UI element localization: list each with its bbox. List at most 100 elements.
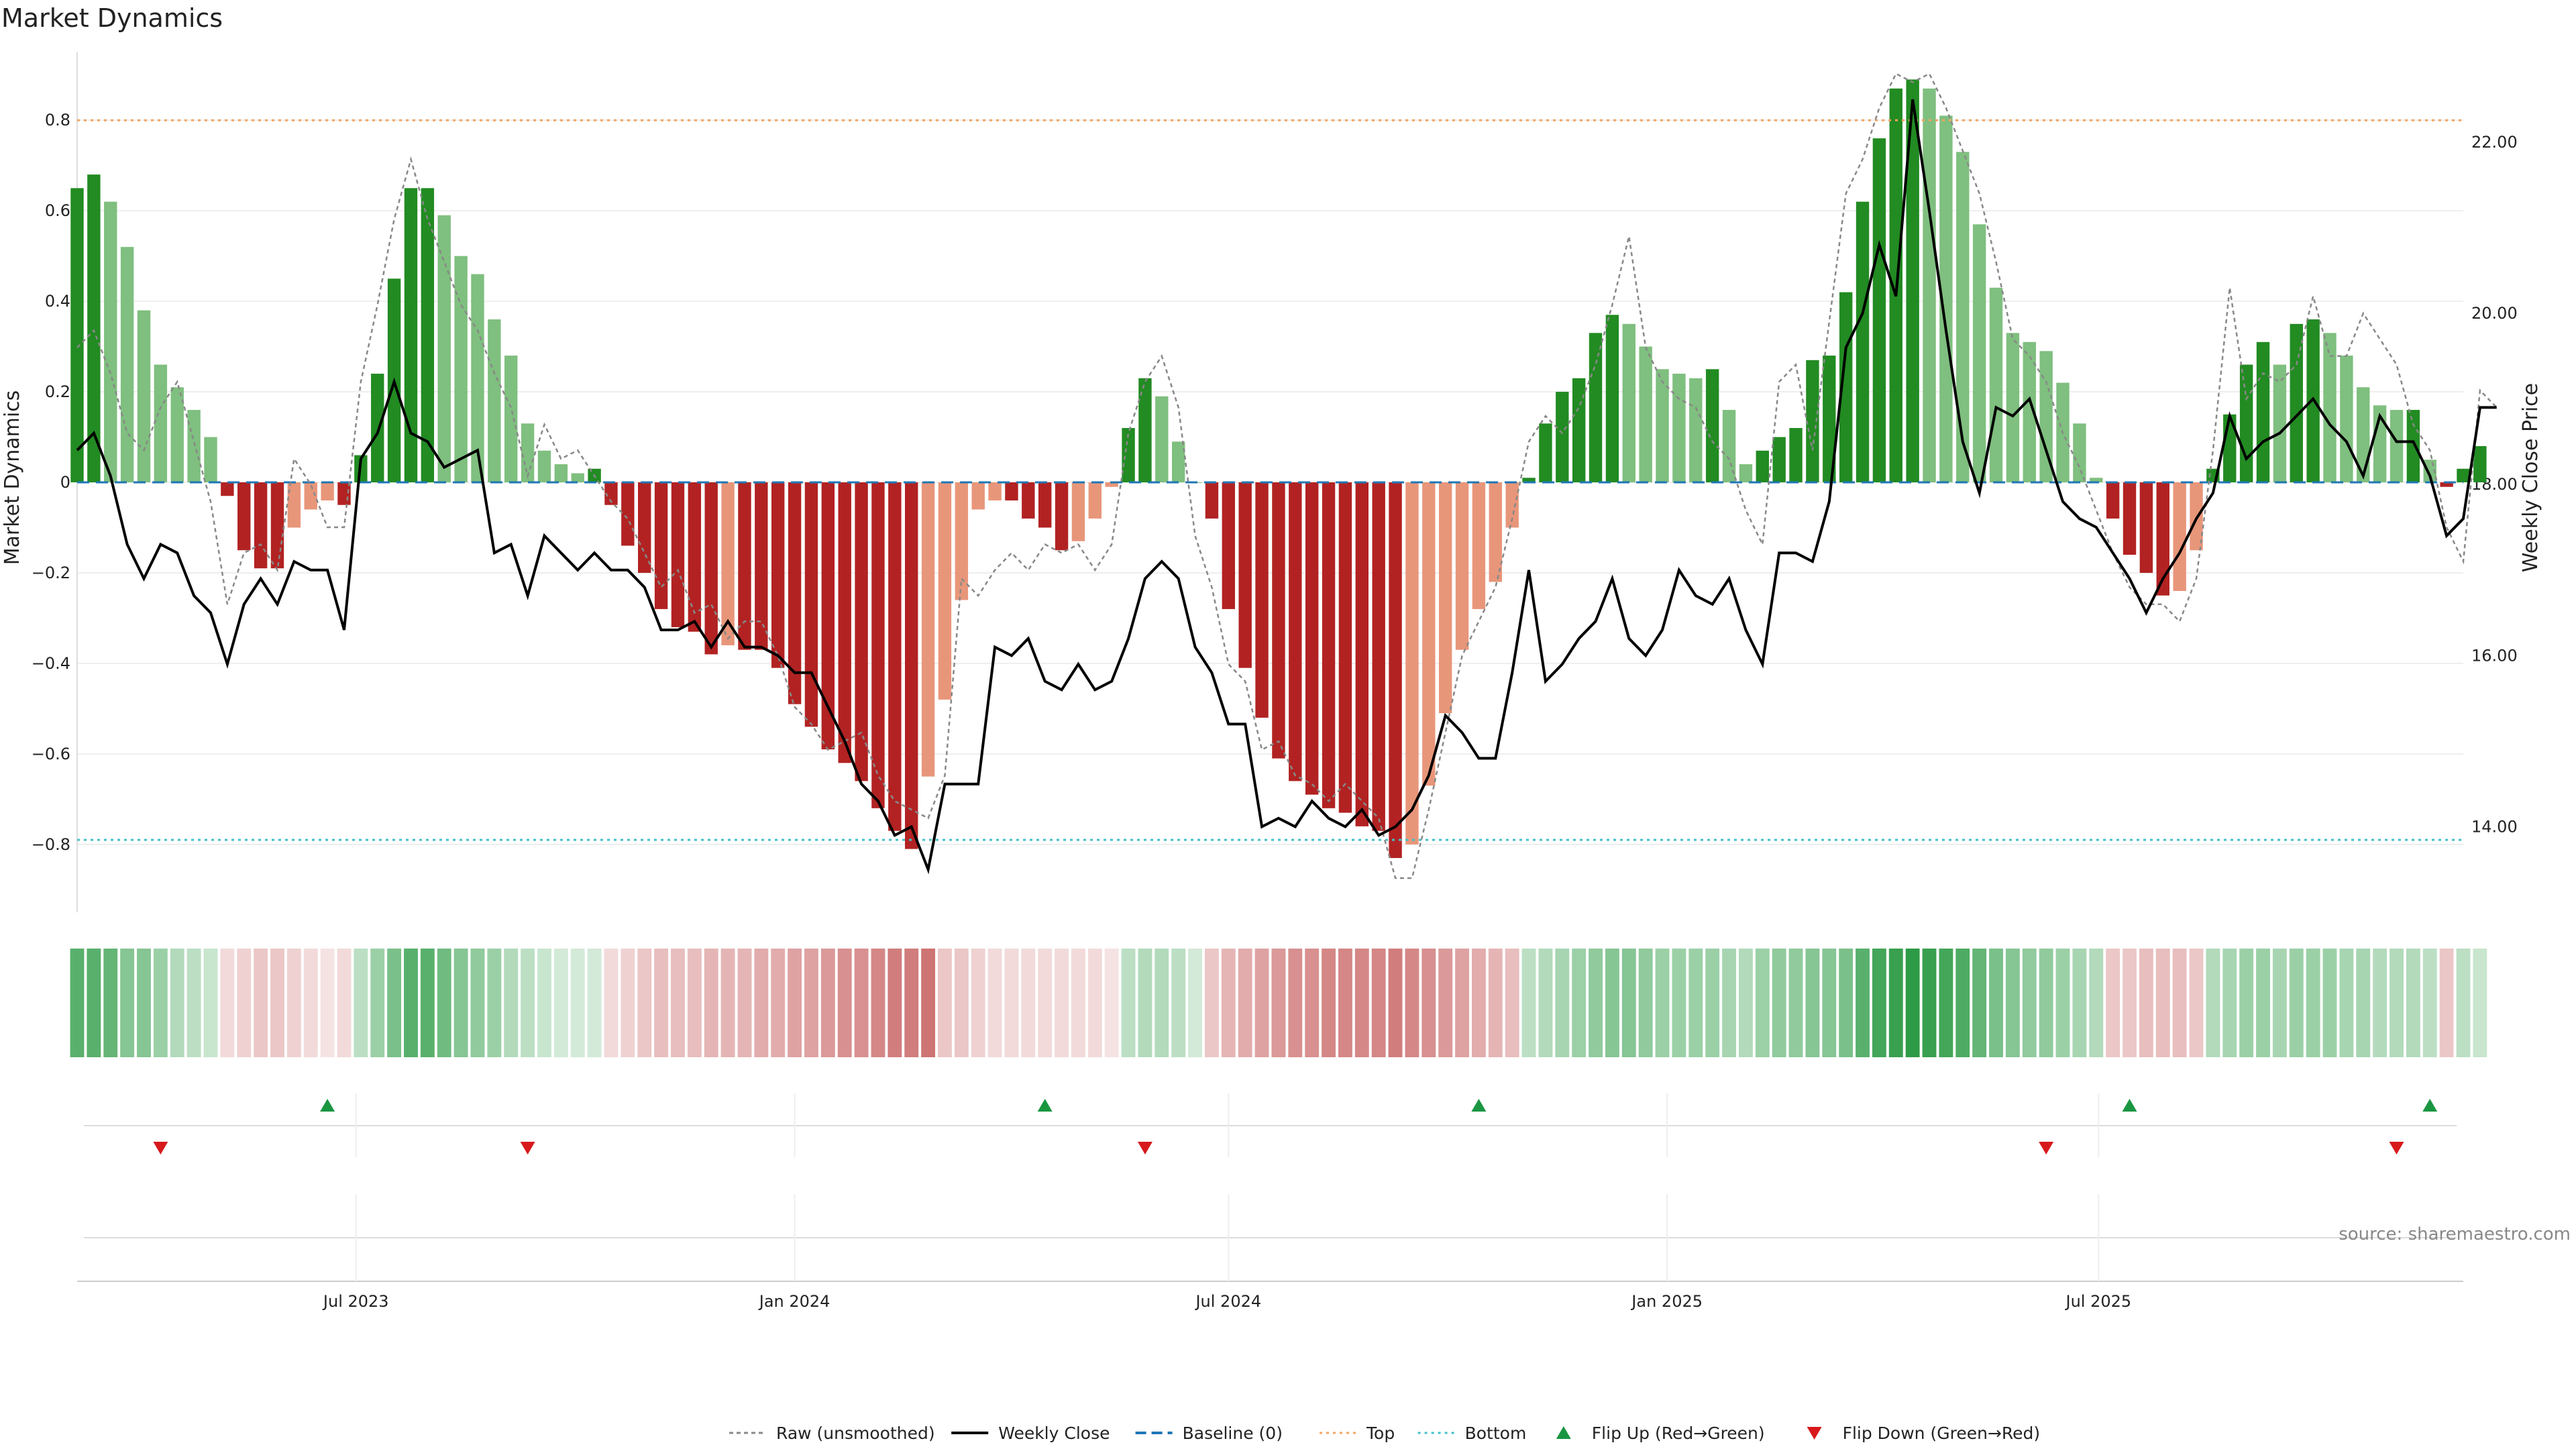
- heat-cell: [120, 949, 135, 1057]
- heat-cell: [1188, 949, 1203, 1057]
- dynamics-bar: [87, 174, 101, 482]
- heat-cell: [2072, 949, 2087, 1057]
- heat-cell: [1638, 949, 1653, 1057]
- dynamics-bar: [1305, 482, 1319, 795]
- dynamics-bar: [671, 482, 685, 627]
- dynamics-bar: [1472, 482, 1486, 609]
- heat-cell: [2239, 949, 2254, 1057]
- heat-cell: [387, 949, 402, 1057]
- dynamics-bar: [2173, 482, 2186, 591]
- dynamics-bar: [154, 364, 168, 482]
- flip-down-marker: [520, 1142, 535, 1155]
- heat-cell: [2456, 949, 2471, 1057]
- heat-cell: [1205, 949, 1219, 1057]
- dynamics-bar: [1772, 437, 1786, 482]
- dynamics-bar: [1689, 378, 1703, 482]
- heat-cell: [354, 949, 368, 1057]
- heat-cell: [420, 949, 435, 1057]
- dynamics-bar: [554, 464, 568, 482]
- dynamics-bar: [938, 482, 952, 700]
- dynamics-bar: [1906, 79, 1919, 483]
- heat-cell: [404, 949, 418, 1057]
- x-tick-label: Jan 2024: [758, 1292, 830, 1311]
- dynamics-bar: [604, 482, 618, 505]
- heat-cell: [1004, 949, 1019, 1057]
- dynamics-bar: [1422, 482, 1436, 786]
- heat-strip: [70, 949, 2487, 1057]
- chart-title: Market Dynamics: [1, 3, 223, 33]
- source-label: source: sharemaestro.com: [2339, 1224, 2571, 1244]
- heat-cell: [1238, 949, 1252, 1057]
- dynamics-bar: [1238, 482, 1252, 668]
- heat-cell: [1305, 949, 1320, 1057]
- y-tick-label: −0.4: [32, 654, 70, 673]
- heat-cell: [2155, 949, 2170, 1057]
- heat-cell: [954, 949, 969, 1057]
- heat-cell: [921, 949, 936, 1057]
- flip-up-marker: [2122, 1099, 2137, 1112]
- heat-cell: [820, 949, 835, 1057]
- heat-cell: [2206, 949, 2220, 1057]
- dynamics-bar: [1322, 482, 1336, 808]
- heat-cell: [1087, 949, 1102, 1057]
- dynamics-bar: [955, 482, 969, 600]
- heat-cell: [1788, 949, 1803, 1057]
- flip-down-marker: [1137, 1142, 1152, 1155]
- heat-cell: [1605, 949, 1619, 1057]
- heat-cell: [1021, 949, 1036, 1057]
- dynamics-bar: [1522, 478, 1536, 482]
- heat-cell: [1705, 949, 1720, 1057]
- heat-cell: [2339, 949, 2354, 1057]
- heat-cell: [2055, 949, 2070, 1057]
- heat-cell: [1905, 949, 1920, 1057]
- dynamics-bar: [120, 247, 134, 482]
- dynamics-bar: [437, 215, 451, 482]
- heat-cell: [2356, 949, 2371, 1057]
- weekly-close-line: [76, 99, 2497, 875]
- y-tick-label: 0: [60, 473, 70, 492]
- heat-cell: [1856, 949, 1870, 1057]
- dynamics-bar: [1823, 356, 1836, 482]
- dynamics-bar: [1872, 138, 1886, 482]
- dynamics-bar: [2073, 423, 2086, 482]
- heat-cell: [1471, 949, 1486, 1057]
- heat-cell: [470, 949, 485, 1057]
- heat-cell: [737, 949, 752, 1057]
- dynamics-bar: [2340, 356, 2353, 482]
- dynamics-bar: [838, 482, 851, 763]
- x-tick-label: Jul 2023: [322, 1292, 389, 1311]
- dynamics-bar: [621, 482, 635, 546]
- heat-cell: [687, 949, 702, 1057]
- dynamics-bar: [237, 482, 251, 551]
- heat-cell: [537, 949, 551, 1057]
- dynamics-bar: [1355, 482, 1369, 826]
- dynamics-bar: [221, 482, 234, 496]
- dynamics-bar: [1956, 152, 1970, 482]
- heat-cell: [370, 949, 385, 1057]
- legend-label: Baseline (0): [1183, 1424, 1283, 1443]
- legend-label: Flip Up (Red→Green): [1592, 1424, 1765, 1443]
- dynamics-bar: [287, 482, 301, 528]
- heat-cell: [1055, 949, 1069, 1057]
- dynamics-bar: [1222, 482, 1236, 609]
- price-lines: [76, 72, 2498, 879]
- heat-cell: [553, 949, 568, 1057]
- dynamics-bar: [1138, 378, 1152, 482]
- heat-cell: [2439, 949, 2454, 1057]
- heat-cell: [1922, 949, 1937, 1057]
- dynamics-bar: [2406, 410, 2420, 482]
- dynamics-bar: [771, 482, 785, 668]
- heat-cell: [487, 949, 502, 1057]
- dynamics-bar: [638, 482, 651, 573]
- heat-cell: [1805, 949, 1820, 1057]
- dynamics-bar: [888, 482, 902, 831]
- dynamics-bar: [1405, 482, 1419, 845]
- dynamics-bar: [971, 482, 985, 510]
- y2-tick-label: 16.00: [2471, 646, 2518, 665]
- dynamics-bar: [1155, 396, 1169, 482]
- dynamics-bar: [2473, 446, 2487, 482]
- heat-cell: [771, 949, 786, 1057]
- heat-cell: [1371, 949, 1386, 1057]
- heat-cell: [1839, 949, 1854, 1057]
